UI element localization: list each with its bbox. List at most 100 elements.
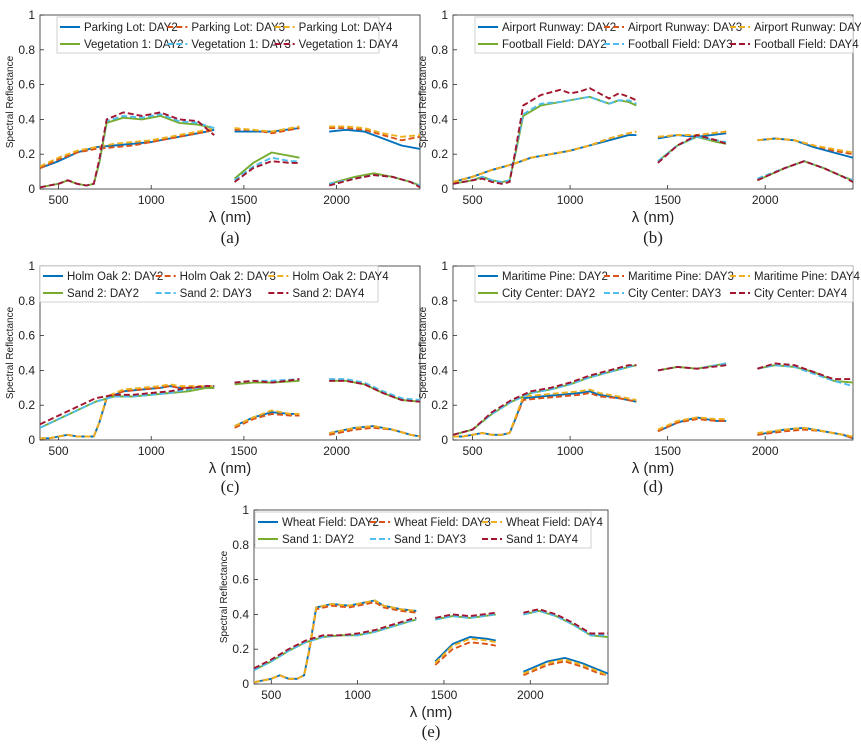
x-axis-label: λ (nm) — [209, 460, 252, 477]
y-tick-label: 0.8 — [431, 294, 448, 308]
legend-box — [474, 16, 854, 54]
y-tick-label: 1 — [242, 503, 249, 517]
legend-entry: Airport Runway: DAY3 — [628, 22, 742, 34]
y-tick-label: 0.8 — [431, 43, 448, 57]
legend-entry: Parking Lot: DAY4 — [299, 22, 393, 34]
panel-label: (e) — [422, 722, 441, 741]
legend-box — [254, 511, 592, 549]
y-tick-label: 0.8 — [18, 294, 35, 308]
legend-entry: Wheat Field: DAY3 — [394, 517, 491, 529]
series-line — [328, 174, 420, 189]
series-line — [234, 378, 300, 384]
x-tick-label: 500 — [462, 193, 482, 207]
legend-entry: City Center: DAY2 — [502, 288, 595, 300]
series-line — [329, 125, 420, 138]
y-tick-label: 0.6 — [18, 329, 35, 343]
x-tick-label: 2000 — [323, 444, 350, 458]
legend-entry: Vegetation 1: DAY4 — [299, 39, 399, 51]
y-tick-label: 0.4 — [431, 112, 448, 126]
y-axis-label: Spectral Reflectance — [418, 306, 429, 399]
series-line — [757, 137, 853, 154]
legend-entry: Maritime Pine: DAY4 — [754, 271, 860, 283]
series-line — [657, 416, 727, 431]
series-line — [523, 608, 608, 635]
series-line — [234, 156, 300, 182]
legend-entry: Wheat Field: DAY4 — [506, 517, 604, 529]
legend-entry: Sand 2: DAY2 — [67, 288, 139, 300]
legend-entry: Holm Oak 2: DAY4 — [292, 271, 389, 283]
legend-entry: City Center: DAY3 — [628, 288, 721, 300]
series-line — [523, 660, 608, 677]
y-tick-label: 0 — [441, 182, 448, 196]
series-line — [523, 656, 608, 675]
legend-entry: Airport Runway: DAY4 — [754, 22, 861, 34]
y-axis-label: Spectral Reflectance — [5, 55, 16, 148]
series-line — [40, 385, 215, 429]
legend-entry: Sand 1: DAY2 — [282, 534, 354, 546]
y-tick-label: 0.8 — [232, 538, 249, 552]
series-line — [329, 128, 420, 150]
x-tick-label: 2000 — [752, 444, 779, 458]
y-tick-label: 0.2 — [431, 147, 448, 161]
legend-entry: Parking Lot: DAY3 — [191, 22, 285, 34]
y-tick-label: 0.6 — [232, 573, 249, 587]
x-tick-label: 1000 — [138, 444, 165, 458]
panel-label: (b) — [643, 228, 663, 247]
x-tick-label: 1500 — [431, 688, 458, 702]
series-line — [657, 418, 727, 433]
legend-entry: Football Field: DAY3 — [628, 39, 733, 51]
x-axis-label: λ (nm) — [209, 209, 252, 226]
series-line — [254, 616, 417, 670]
series-line — [40, 128, 215, 169]
x-tick-label: 1000 — [557, 444, 584, 458]
legend-entry: Vegetation 1: DAY2 — [84, 39, 184, 51]
y-tick-label: 0.2 — [431, 398, 448, 412]
x-tick-label: 2000 — [517, 688, 544, 702]
x-tick-label: 1500 — [654, 444, 681, 458]
y-tick-label: 0.6 — [18, 78, 35, 92]
y-tick-label: 0 — [242, 677, 249, 691]
legend-entry: Maritime Pine: DAY2 — [502, 271, 608, 283]
series-line — [453, 87, 637, 185]
x-tick-label: 500 — [462, 444, 482, 458]
x-tick-label: 1500 — [654, 193, 681, 207]
y-tick-label: 0 — [28, 433, 35, 447]
series-line — [657, 135, 727, 162]
x-tick-label: 500 — [49, 193, 69, 207]
legend-entry: City Center: DAY4 — [754, 288, 848, 300]
legend-entry: Holm Oak 2: DAY3 — [180, 271, 276, 283]
legend-box — [39, 265, 379, 303]
x-tick-label: 1000 — [138, 193, 165, 207]
legend-entry: Vegetation 1: DAY3 — [191, 39, 291, 51]
panel-label: (c) — [221, 477, 240, 496]
series-line — [435, 611, 496, 619]
series-line — [453, 130, 637, 183]
y-tick-label: 0.4 — [431, 363, 448, 377]
y-axis-label: Spectral Reflectance — [5, 306, 16, 399]
series-line — [453, 388, 637, 438]
legend-entry: Sand 1: DAY4 — [506, 534, 579, 546]
series-line — [329, 425, 420, 438]
y-tick-label: 0 — [441, 433, 448, 447]
y-tick-label: 1 — [28, 8, 35, 22]
series-line — [40, 111, 215, 189]
legend-box — [56, 16, 380, 54]
x-tick-label: 1000 — [344, 688, 371, 702]
x-axis-label: λ (nm) — [632, 209, 675, 226]
legend-entry: Football Field: DAY2 — [502, 39, 607, 51]
series-line — [234, 125, 300, 133]
series-line — [657, 134, 727, 164]
y-tick-label: 0.8 — [18, 43, 35, 57]
series-line — [40, 383, 215, 440]
x-axis-label: λ (nm) — [410, 704, 453, 721]
series-line — [434, 637, 496, 664]
legend-entry: Sand 2: DAY4 — [292, 288, 365, 300]
x-tick-label: 2000 — [752, 193, 779, 207]
y-tick-label: 0.4 — [232, 607, 249, 621]
series-line — [757, 364, 853, 388]
